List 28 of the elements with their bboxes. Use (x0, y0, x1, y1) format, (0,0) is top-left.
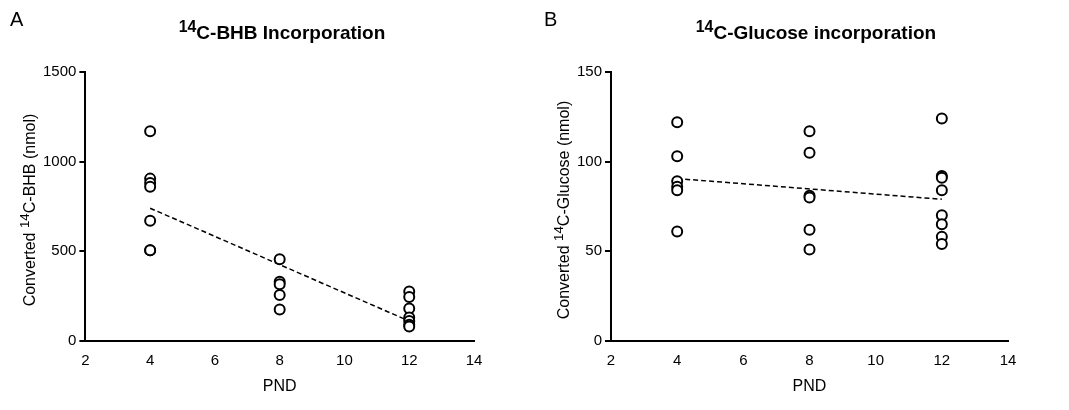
x-tick-label: 8 (275, 350, 284, 368)
x-tick-label: 4 (145, 350, 155, 368)
x-tick-label: 8 (805, 350, 814, 368)
x-tick-label: 10 (867, 350, 885, 368)
y-tick-label: 0 (593, 330, 603, 348)
y-tick-label: 150 (577, 62, 603, 80)
y-tick-label: 1000 (42, 151, 77, 169)
x-tick-label: 12 (400, 350, 418, 368)
y-tick-label: 1500 (42, 62, 77, 80)
text: B (544, 8, 558, 31)
x-tick-label: 14 (999, 350, 1017, 368)
x-tick-label: 2 (606, 350, 616, 368)
x-axis-title: PND (792, 376, 827, 394)
text: A (10, 8, 24, 31)
x-tick-label: 12 (933, 350, 951, 368)
x-tick-label: 4 (673, 350, 682, 368)
y-tick-label: 0 (68, 330, 77, 348)
x-tick-label: 10 (336, 350, 353, 368)
x-tick-label: 6 (739, 350, 748, 368)
y-tick-label: 500 (51, 241, 77, 259)
chart-title: $^{14}$C-Glucose incorporation (694, 18, 938, 45)
x-tick-label: 14 (465, 350, 483, 368)
x-tick-label: 2 (81, 350, 90, 368)
x-tick-label: 6 (210, 350, 220, 368)
x-axis-title: PND (262, 376, 297, 394)
chart-title: $^{14}$C-BHB Incorporation (177, 18, 387, 45)
y-tick-label: 50 (585, 241, 603, 259)
y-tick-label: 100 (577, 151, 603, 169)
